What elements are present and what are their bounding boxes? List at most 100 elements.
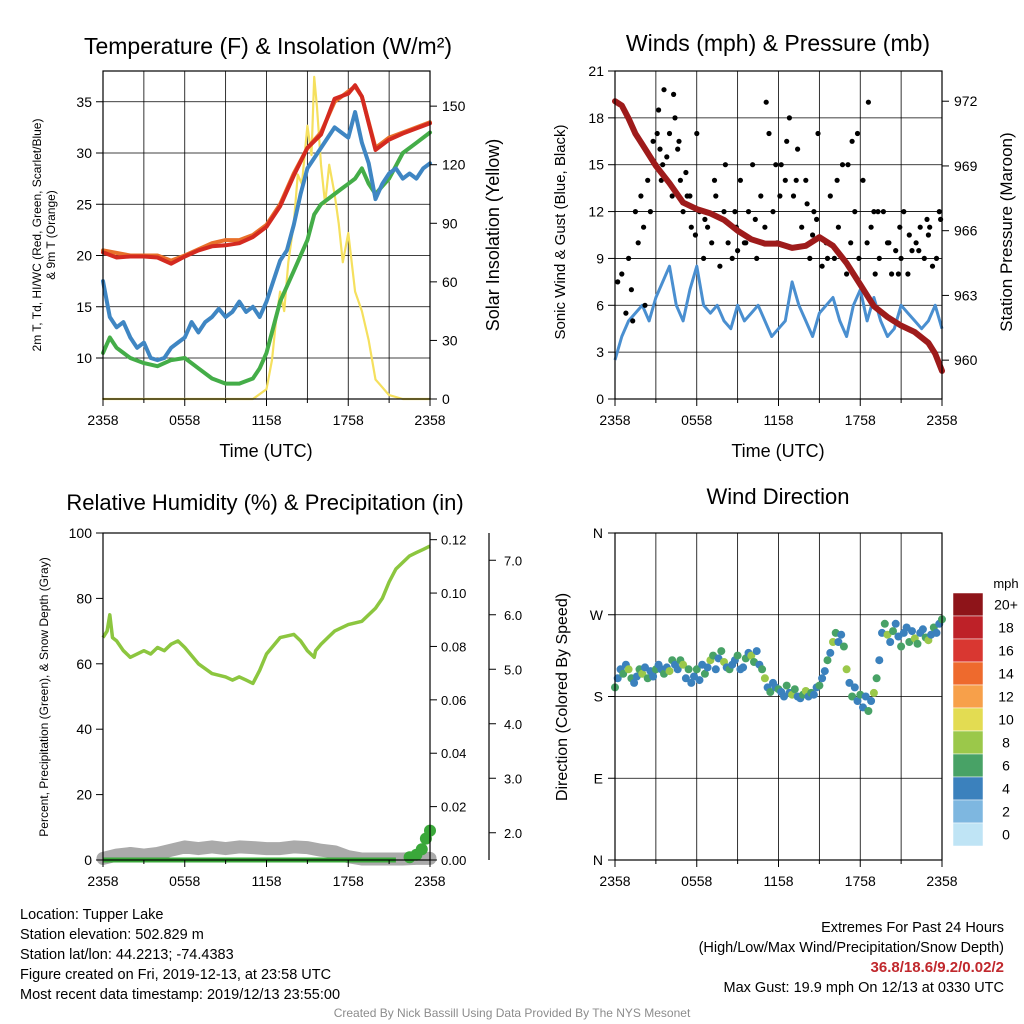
direction-tick-label: E — [594, 770, 603, 786]
gust-point — [743, 240, 749, 246]
gust-point — [872, 271, 878, 277]
gust-point — [669, 193, 675, 199]
snow-depth-band — [96, 840, 437, 866]
x-tick-label: 2358 — [599, 873, 630, 889]
snow-tick-label: 6.0 — [504, 608, 522, 623]
gust-point — [722, 162, 729, 168]
direction-point — [889, 627, 897, 636]
gust-point — [803, 177, 809, 183]
gust-point — [901, 209, 907, 215]
x-tick-label: 1758 — [845, 873, 876, 889]
direction-point — [790, 685, 799, 694]
gust-point — [752, 216, 758, 222]
direction-point — [733, 651, 742, 660]
direction-point — [673, 665, 682, 674]
x-tick-label: 0558 — [681, 873, 712, 889]
direction-point — [739, 663, 748, 672]
gust-point — [645, 177, 651, 183]
gust-point — [628, 287, 635, 293]
gust-point — [790, 193, 797, 199]
direction-point — [918, 625, 927, 634]
x-tick-label: 0558 — [169, 873, 200, 889]
precip-tick-label: 0.04 — [441, 746, 466, 761]
speed-legend-label: 10 — [998, 712, 1014, 728]
gust-point — [815, 130, 821, 137]
gust-point — [732, 209, 738, 215]
precip-tick-label: 0.08 — [441, 639, 466, 654]
gust-point — [642, 302, 648, 308]
y-tick-label: 35 — [76, 94, 92, 110]
gust-point — [735, 248, 741, 254]
direction-point — [891, 619, 900, 628]
direction-point — [869, 688, 878, 697]
precip-point — [415, 843, 428, 856]
direction-point — [613, 674, 622, 683]
gust-point — [762, 224, 768, 230]
elevation-text: Station elevation: 502.829 m — [20, 927, 204, 943]
x-tick-label: 2358 — [414, 412, 445, 428]
y-tick-label: 12 — [588, 204, 604, 220]
gust-point — [811, 209, 817, 215]
direction-point — [679, 660, 688, 669]
speed-legend-label: 0 — [1002, 827, 1010, 843]
gust-point — [638, 193, 644, 199]
gust-point — [849, 138, 855, 144]
gust-point — [778, 162, 784, 168]
temperature-series-line — [101, 83, 432, 266]
y-tick-label: 20 — [76, 248, 92, 264]
gust-point — [782, 177, 788, 183]
direction-point — [630, 678, 639, 687]
extremes-info: Extremes For Past 24 Hours (High/Low/Max… — [699, 918, 1004, 998]
winds-title: Winds (mph) & Pressure (mb) — [626, 30, 930, 56]
gust-point — [905, 271, 911, 277]
direction-point — [717, 647, 726, 656]
humidity-title: Relative Humidity (%) & Precipitation (i… — [66, 490, 463, 515]
direction-point — [867, 697, 876, 705]
gust-point — [632, 209, 639, 215]
temperature-ylabel-line2: & 9m T (Orange) — [44, 190, 58, 280]
y2-tick-label: 120 — [442, 157, 466, 173]
y-tick-label: 100 — [69, 525, 93, 541]
precip-tick-label: 0.06 — [441, 693, 466, 708]
extremes-subtitle: (High/Low/Max Wind/Precipitation/Snow De… — [698, 940, 1004, 956]
speed-legend-swatch — [952, 776, 984, 801]
direction-point — [703, 663, 712, 672]
y-tick-label: 0 — [596, 391, 604, 407]
direction-point — [842, 665, 851, 674]
direction-point — [837, 630, 846, 639]
y2-tick-label: 150 — [442, 98, 466, 114]
gust-point — [666, 130, 673, 137]
extremes-title: Extremes For Past 24 Hours — [821, 920, 1004, 936]
gust-point — [810, 232, 816, 238]
direction-point — [853, 697, 862, 705]
location-text: Location: Tupper Lake — [20, 907, 164, 923]
gust-point — [898, 255, 904, 261]
y-tick-label: 3 — [596, 344, 604, 360]
direction-point — [875, 656, 884, 665]
gust-point — [799, 224, 805, 230]
gust-point — [711, 177, 718, 183]
credit-text: Created By Nick Bassill Using Data Provi… — [333, 1006, 691, 1020]
temperature-title: Temperature (F) & Insolation (W/m²) — [84, 33, 452, 59]
gust-point — [893, 248, 899, 254]
gust-point — [864, 240, 870, 246]
gust-point — [683, 169, 689, 176]
temperature-y2label: Solar Insolation (Yellow) — [483, 139, 503, 331]
gust-point — [661, 87, 667, 93]
x-tick-label: 2358 — [87, 412, 118, 428]
x-tick-label: 2358 — [926, 873, 957, 889]
speed-legend-label: 18 — [998, 620, 1014, 636]
speed-legend-label: 6 — [1002, 758, 1010, 774]
gust-point — [906, 232, 912, 238]
snow-tick-label: 7.0 — [504, 553, 522, 568]
gust-point — [630, 318, 636, 324]
x-tick-label: 0558 — [681, 412, 712, 428]
y-tick-label: 20 — [76, 787, 92, 803]
gust-point — [844, 271, 850, 277]
y2-tick-label: 969 — [954, 158, 978, 174]
direction-point — [700, 669, 709, 678]
x-tick-label: 1158 — [251, 412, 281, 428]
temperature-panel: Temperature (F) & Insolation (W/m²) 10 15… — [30, 33, 503, 461]
gust-point — [725, 240, 731, 246]
